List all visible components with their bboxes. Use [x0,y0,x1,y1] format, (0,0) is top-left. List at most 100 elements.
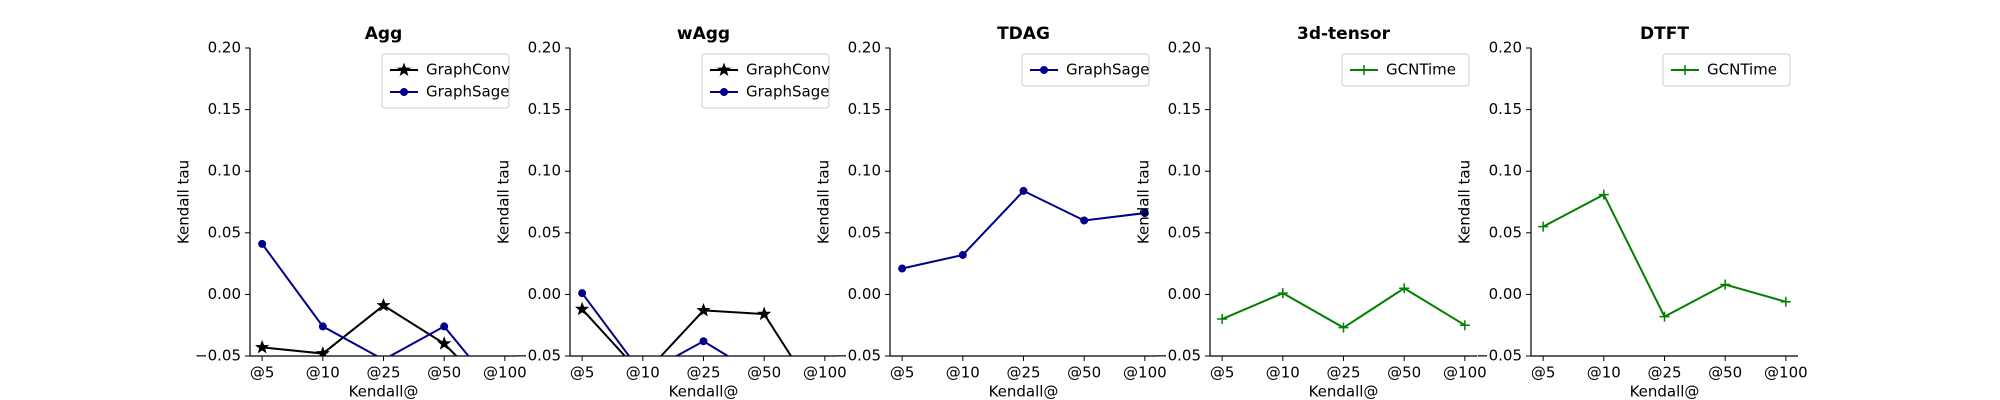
legend-box [701,53,830,109]
data-point [757,306,772,321]
x-tick-label: @5 [890,364,915,382]
data-point [1399,283,1410,294]
x-tick-label: @100 [803,364,847,382]
x-tick-label: @50 [1067,364,1101,382]
y-tick-label: −0.05 [1476,347,1522,365]
x-tick-label: @5 [250,364,275,382]
x-tick-label: @25 [686,364,720,382]
legend-label: GCNTime [1707,61,1777,79]
x-axis-label: Kendall@ [349,383,419,400]
y-tick-label: −0.05 [195,347,241,365]
y-tick-label: 0.05 [528,223,561,241]
data-point [578,289,587,298]
x-tick-label: @10 [306,364,340,382]
data-point [440,322,449,331]
y-axis-label: Kendall tau [175,160,193,244]
series-line [581,292,730,356]
y-axis-label: Kendall tau [495,160,513,244]
data-point [898,264,907,273]
data-point [258,239,267,248]
data-point [1780,296,1791,307]
x-axis-label: Kendall@ [1309,383,1379,400]
legend-box [381,53,510,109]
x-tick-label: @100 [483,364,527,382]
y-axis-label: Kendall tau [1456,160,1474,244]
legend: GraphConv GraphSage [701,53,830,109]
subplot-title: DTFT [1640,24,1689,44]
y-tick-label: 0.00 [208,285,241,303]
data-point [1217,314,1228,325]
subplot-title: 3d-tensor [1297,24,1391,44]
y-tick-label: 0.00 [528,285,561,303]
y-tick-label: 0.15 [208,100,241,118]
subplot: TDAG −0.05 0.00 0.05 0.10 0.15 0.20 @5 @10 @25 @50… [815,24,1167,400]
data-point [1277,288,1288,299]
legend-box [1341,53,1470,87]
legend-label: GCNTime [1386,61,1456,79]
y-tick-label: 0.10 [528,162,561,180]
legend-marker [1040,66,1048,74]
y-tick-label: 0.00 [1168,285,1201,303]
x-axis-label: Kendall@ [989,383,1059,400]
data-point [255,339,270,354]
y-tick-label: 0.05 [1489,223,1522,241]
y-tick-label: 0.05 [848,223,881,241]
subplot-title: TDAG [997,24,1050,44]
legend-label: GraphConv [746,61,830,79]
y-tick-label: 0.15 [848,100,881,118]
y-tick-label: 0.15 [1168,100,1201,118]
y-axis-label: Kendall tau [815,160,833,244]
x-tick-label: @25 [366,364,400,382]
x-tick-label: @10 [626,364,660,382]
legend-marker [1359,65,1369,75]
data-point [696,302,711,317]
plot-area [1538,189,1791,322]
data-point [699,337,708,346]
y-tick-label: 0.10 [848,162,881,180]
x-tick-label: @5 [1531,364,1556,382]
x-tick-label: @10 [1587,364,1621,382]
plot-area [898,186,1149,273]
subplot: wAgg −0.05 0.00 0.05 0.10 0.15 0.20 @5 @10 @25 @50… [495,24,847,400]
y-tick-label: −0.05 [835,347,881,365]
data-point [437,336,452,350]
x-tick-label: @25 [1647,364,1681,382]
data-point [1598,189,1609,200]
data-point [1338,322,1349,333]
y-tick-label: 0.10 [1168,162,1201,180]
series-line [261,243,470,356]
data-point [1019,186,1028,195]
data-point [575,301,590,316]
y-tick-label: 0.10 [208,162,241,180]
x-axis-label: Kendall@ [669,383,739,400]
x-axis-label: Kendall@ [1630,383,1700,400]
y-tick-label: 0.20 [208,39,241,57]
x-tick-label: @50 [1387,364,1421,382]
legend: GraphSage [1021,53,1150,87]
subplot: DTFT −0.05 0.00 0.05 0.10 0.15 0.20 @5 @10 @25 @50… [1456,24,1808,400]
data-point [1538,221,1549,232]
legend-label: GraphSage [746,83,829,101]
data-point [1140,209,1149,218]
subplot: 3d-tensor −0.05 0.00 0.05 0.10 0.15 0.20 @5 @10 @… [1135,24,1487,400]
y-tick-label: 0.20 [848,39,881,57]
y-tick-label: 0.05 [1168,223,1201,241]
y-tick-label: 0.15 [528,100,561,118]
y-tick-label: 0.20 [528,39,561,57]
plot-area [255,239,470,356]
x-tick-label: @50 [747,364,781,382]
legend-marker [400,88,408,96]
x-tick-label: @5 [1210,364,1235,382]
y-tick-label: 0.20 [1168,39,1201,57]
legend-label: GraphSage [1066,61,1149,79]
legend-marker [720,88,728,96]
legend-label: GraphConv [426,61,510,79]
y-tick-label: 0.05 [208,223,241,241]
subplot: Agg −0.05 0.00 0.05 0.10 0.15 0.20 @5 @10 @25 @50 @… [175,24,527,400]
y-tick-label: 0.00 [848,285,881,303]
x-tick-label: @50 [1708,364,1742,382]
x-tick-label: @100 [1764,364,1808,382]
data-point [1659,311,1670,322]
data-point [1080,216,1089,225]
